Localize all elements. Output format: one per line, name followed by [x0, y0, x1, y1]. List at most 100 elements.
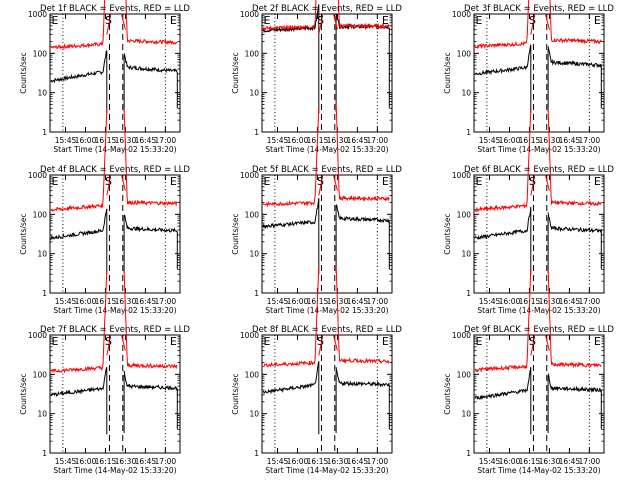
detector-panel-7	[49, 271, 181, 454]
end-marker-left: E	[264, 335, 271, 348]
x-tick-label: 15:45	[267, 457, 289, 466]
series-events-line	[50, 367, 108, 435]
start-marker: S	[317, 175, 324, 188]
chart-title: Det 2f BLACK = Events, RED = LLD	[252, 4, 402, 14]
detector-panel-1	[49, 0, 181, 133]
x-tick-label: 17:00	[367, 457, 389, 466]
y-tick-label: 1000	[240, 331, 259, 340]
x-tick-label: 16:30	[539, 457, 561, 466]
series-lld-line	[335, 103, 390, 202]
y-tick-label: 1000	[240, 10, 259, 19]
x-tick-label: 17:00	[579, 297, 601, 306]
x-tick-label: 17:00	[367, 136, 389, 145]
series-lld-spike	[318, 174, 338, 196]
detector-panel-3	[473, 0, 605, 133]
x-tick-label: 16:00	[287, 297, 309, 306]
plot-frame	[473, 174, 605, 294]
x-tick-label: 15:45	[267, 297, 289, 306]
plot-frame	[49, 174, 181, 294]
chart-title: Det 1f BLACK = Events, RED = LLD	[40, 4, 190, 14]
detector-panel-4	[49, 108, 181, 294]
x-tick-label: 16:15	[519, 457, 541, 466]
y-tick-label: 10	[249, 410, 259, 419]
plot-frame	[473, 13, 605, 133]
x-tick-label: 16:45	[347, 297, 369, 306]
start-marker: S	[529, 175, 536, 188]
detector-panel-8	[261, 265, 393, 454]
series-lld-line	[125, 0, 178, 46]
end-marker: E	[382, 175, 389, 188]
series-events-line	[474, 206, 532, 275]
y-tick-label: 1000	[240, 171, 259, 180]
y-tick-label: 10	[461, 250, 471, 259]
x-axis-label: Start Time (14-May-02 15:33:20)	[53, 306, 176, 315]
series-lld-spike	[530, 174, 550, 196]
x-tick-label: 15:45	[479, 136, 501, 145]
y-axis-label: Counts/sec	[231, 373, 240, 414]
series-events-line	[50, 50, 108, 114]
x-tick-label: 16:30	[327, 457, 349, 466]
y-tick-label: 1	[466, 128, 471, 137]
y-tick-label: 100	[33, 49, 48, 58]
y-axis-label: Counts/sec	[19, 213, 28, 254]
y-tick-label: 10	[37, 250, 47, 259]
x-tick-label: 17:00	[367, 297, 389, 306]
x-tick-label: 16:45	[347, 136, 369, 145]
x-tick-label: 15:45	[55, 457, 77, 466]
plot-frame	[261, 174, 393, 294]
x-tick-label: 16:00	[287, 457, 309, 466]
x-axis-label: Start Time (14-May-02 15:33:20)	[477, 466, 600, 475]
series-lld-line	[474, 269, 532, 373]
x-tick-label: 16:45	[559, 297, 581, 306]
y-tick-label: 100	[457, 49, 472, 58]
x-tick-label: 16:15	[307, 457, 329, 466]
y-tick-label: 100	[33, 210, 48, 219]
series-events-line	[335, 367, 390, 430]
x-tick-label: 16:00	[499, 136, 521, 145]
end-marker-left: E	[52, 175, 59, 188]
y-tick-label: 1000	[452, 10, 471, 19]
series-lld-spike	[318, 334, 338, 356]
series-lld-line	[123, 271, 178, 370]
x-tick-label: 15:45	[267, 136, 289, 145]
y-tick-label: 100	[457, 210, 472, 219]
y-tick-label: 1000	[452, 171, 471, 180]
y-tick-label: 1	[254, 449, 259, 458]
x-axis-label: Start Time (14-May-02 15:33:20)	[265, 306, 388, 315]
x-axis-label: Start Time (14-May-02 15:33:20)	[53, 466, 176, 475]
x-tick-label: 16:45	[559, 136, 581, 145]
series-events-line	[262, 4, 320, 114]
series-lld-line	[547, 108, 602, 207]
x-tick-label: 16:45	[135, 136, 157, 145]
x-tick-label: 16:30	[115, 457, 137, 466]
series-lld-line	[474, 0, 530, 50]
x-tick-label: 16:00	[75, 297, 97, 306]
y-axis-label: Counts/sec	[443, 52, 452, 93]
x-tick-label: 16:00	[75, 457, 97, 466]
x-tick-label: 16:45	[347, 457, 369, 466]
series-events-line	[474, 44, 532, 114]
end-marker: E	[170, 14, 177, 27]
series-events-line	[474, 366, 532, 435]
x-tick-label: 16:00	[499, 297, 521, 306]
start-marker: S	[105, 175, 112, 188]
series-events-line	[123, 53, 178, 109]
end-marker-left: E	[476, 14, 483, 27]
series-lld-line	[337, 0, 390, 30]
series-lld-line	[474, 110, 532, 213]
chart-title: Det 7f BLACK = Events, RED = LLD	[40, 325, 190, 335]
x-tick-label: 17:00	[155, 297, 177, 306]
y-tick-label: 1	[42, 128, 47, 137]
y-tick-label: 1	[254, 289, 259, 298]
chart-title: Det 8f BLACK = Events, RED = LLD	[252, 325, 402, 335]
chart-title: Det 4f BLACK = Events, RED = LLD	[40, 165, 190, 175]
plot-frame	[49, 13, 181, 133]
series-events-line	[262, 198, 320, 275]
end-marker-left: E	[264, 14, 271, 27]
chart-title: Det 3f BLACK = Events, RED = LLD	[464, 4, 614, 14]
plot-frame	[473, 334, 605, 454]
plot-frame	[261, 13, 393, 133]
series-events-line	[547, 212, 602, 270]
y-axis-label: Counts/sec	[231, 52, 240, 93]
